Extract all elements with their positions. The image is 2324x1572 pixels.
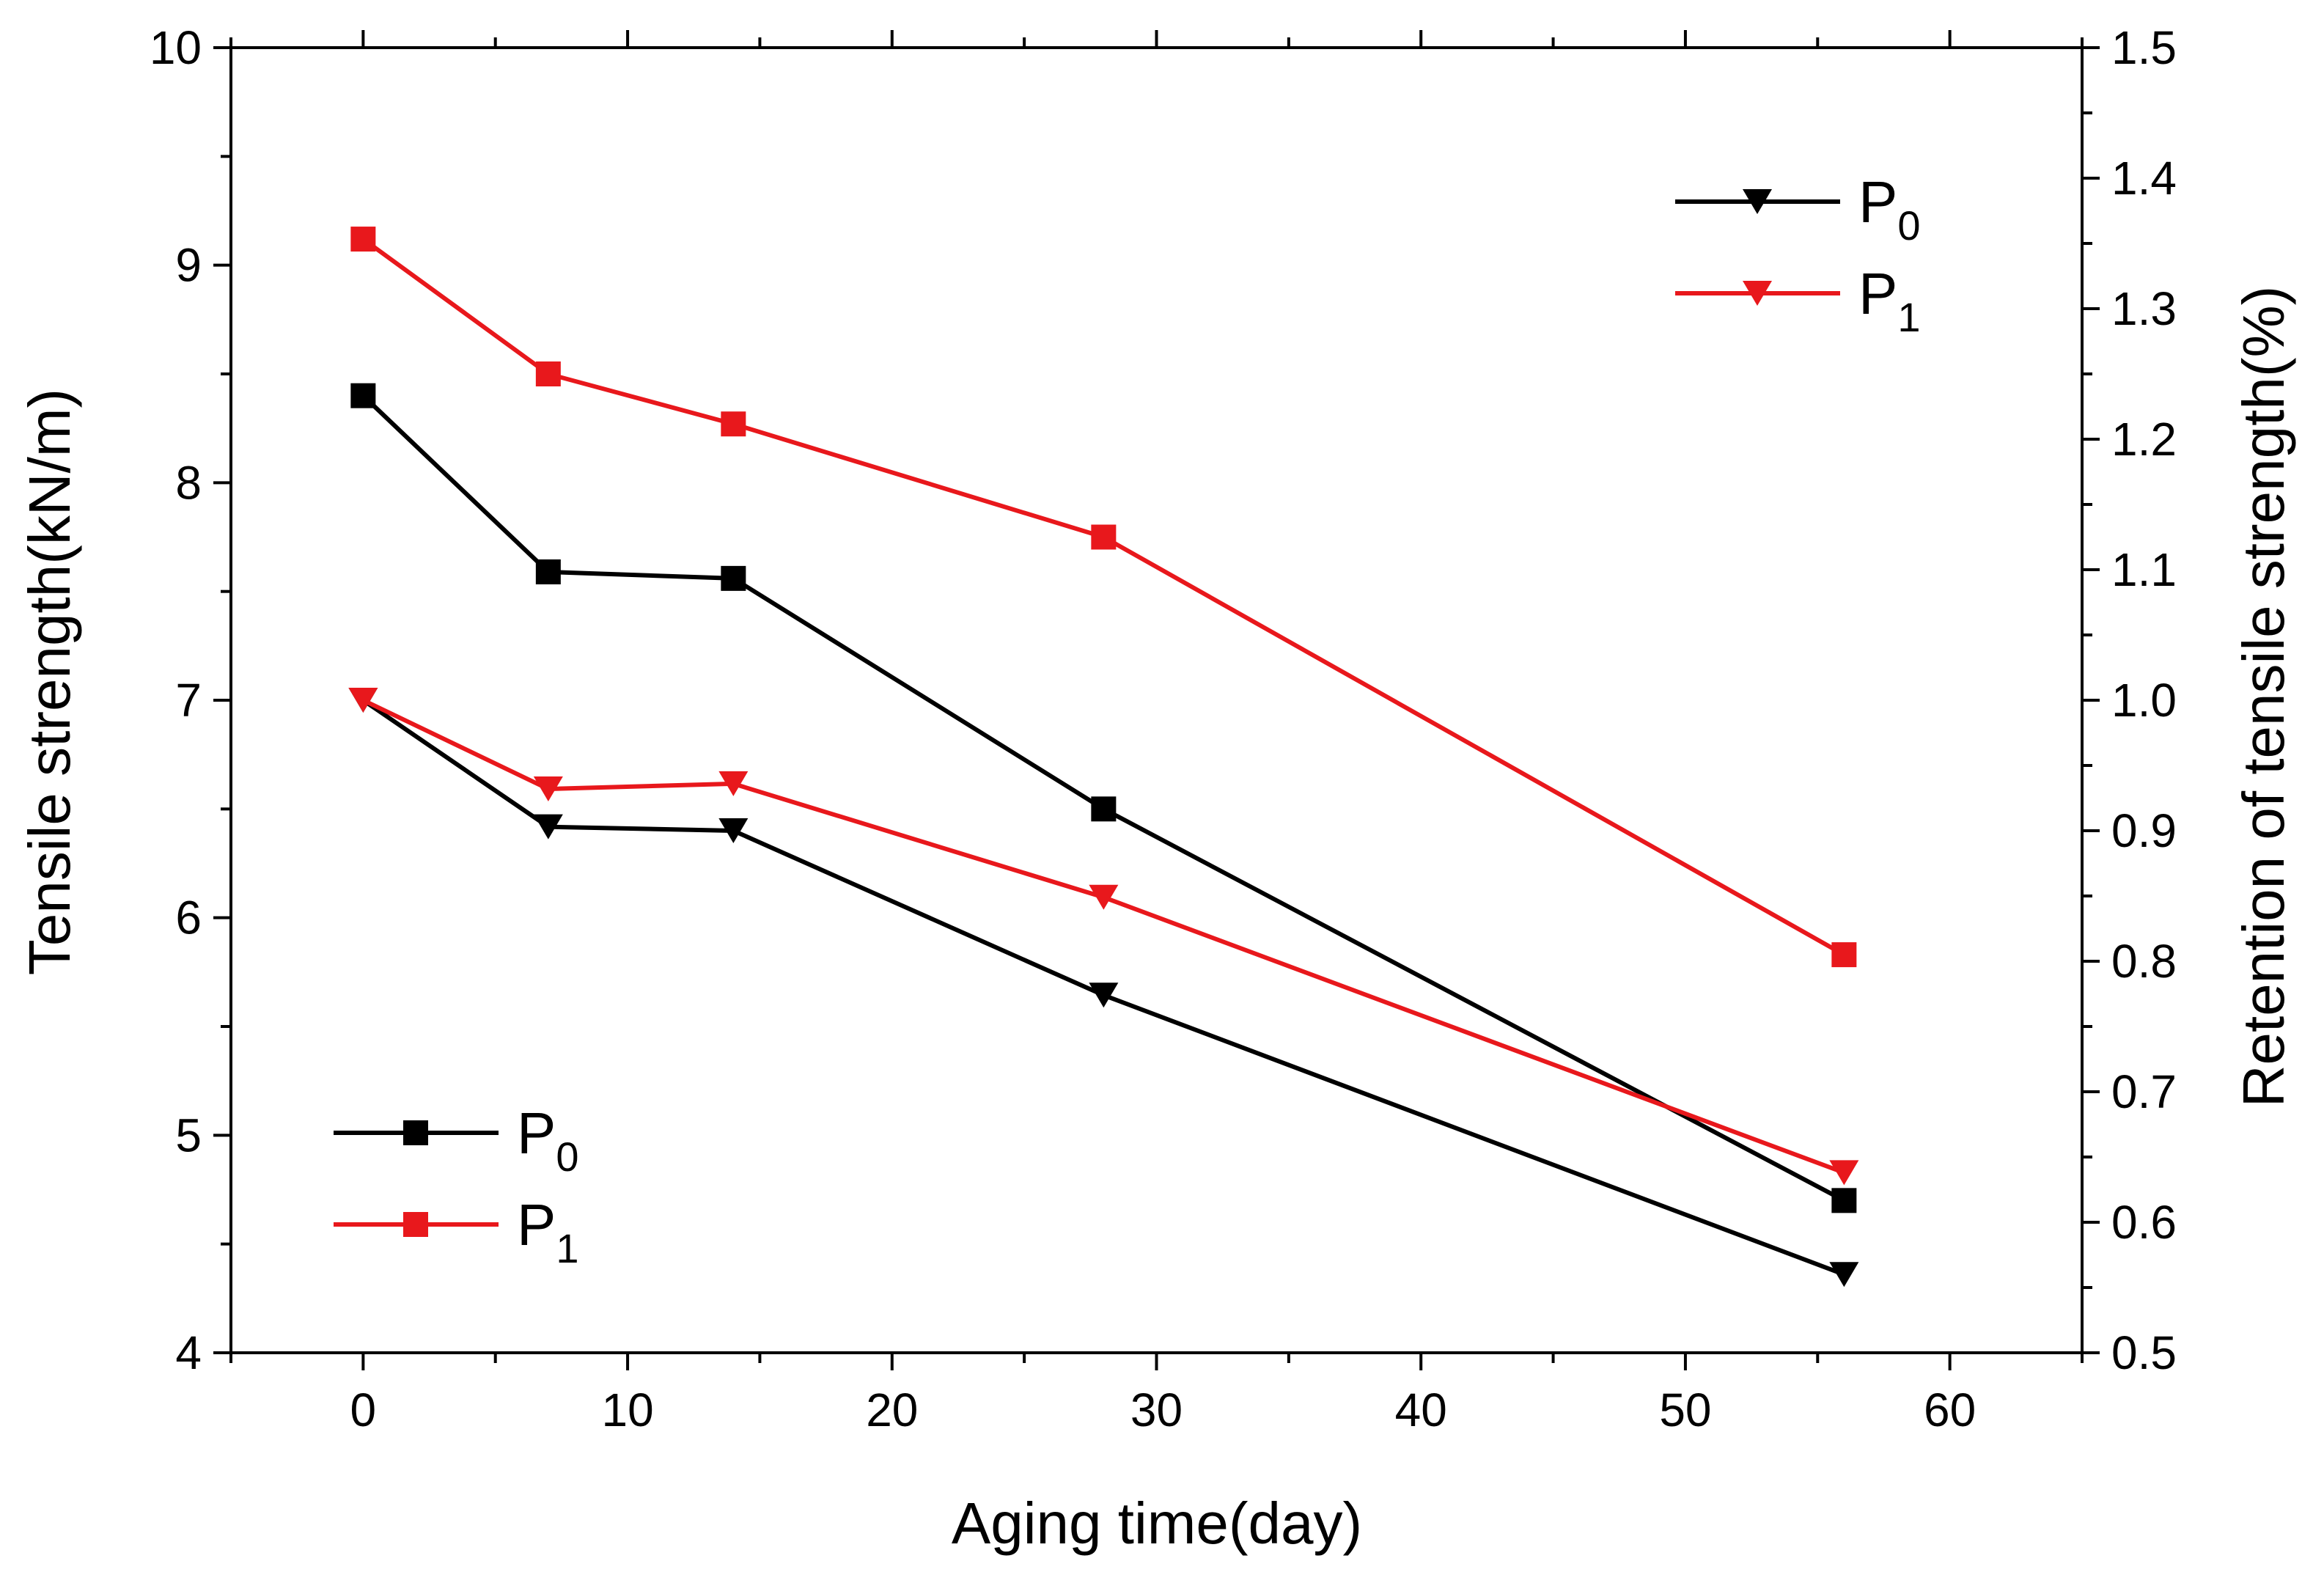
y-right-tick-label: 1.5 [2111,21,2177,74]
legend-marker [403,1212,428,1237]
y-left-tick-label: 10 [150,21,202,74]
y-left-tick-label: 5 [175,1109,202,1161]
data-point [1091,524,1117,550]
legend-label: P0 [1858,169,1921,249]
y-left-tick-label: 7 [175,674,202,727]
y-axis-left-title: Tensile strength(kN/m) [17,389,82,975]
data-point [535,559,561,584]
data-point [350,227,376,252]
y-axis-right-title: Retention of tensile strength(%) [2231,286,2296,1108]
y-left-tick-label: 9 [175,239,202,292]
data-point [1091,796,1117,822]
data-point [718,771,749,796]
legend-marker [1743,281,1772,306]
series-layer [348,227,1859,1288]
y-right-tick-label: 0.5 [2111,1326,2177,1379]
legend-label: P1 [1858,261,1921,340]
y-right-tick-label: 1.0 [2111,674,2177,727]
y-right-tick-label: 0.7 [2111,1065,2177,1118]
legend-item: P0 [334,1101,579,1180]
legend-item: P0 [1675,169,1921,249]
x-tick-label: 30 [1130,1384,1183,1436]
y-right-tick-label: 1.1 [2111,543,2177,596]
x-axis: 0 10 20 30 40 50 60 [229,30,2084,1436]
x-tick-label: 60 [1924,1384,1976,1436]
data-point [1089,982,1119,1008]
legend-marker [1743,189,1772,214]
x-tick-label: 10 [601,1384,653,1436]
y-left-tick-label: 6 [175,892,202,944]
data-point [348,688,378,713]
legend-label: P0 [517,1101,579,1180]
x-tick-label: 40 [1395,1384,1447,1436]
series-P0-left [350,383,1857,1213]
y-left-tick-label: 4 [175,1326,202,1379]
data-point [1089,884,1119,910]
data-point [350,383,376,408]
y-axis-left: 4 5 6 7 8 9 10 [150,21,231,1379]
data-point [718,818,749,843]
data-point [533,776,563,802]
x-tick-label: 0 [350,1384,377,1436]
y-right-tick-label: 0.9 [2111,804,2177,857]
data-point [1831,942,1857,968]
x-tick-label: 50 [1659,1384,1711,1436]
y-right-tick-label: 0.6 [2111,1196,2177,1249]
x-axis-title: Aging time(day) [952,1491,1362,1556]
data-point [1829,1160,1859,1186]
series-line [361,237,1845,957]
legend-item: P1 [334,1192,579,1271]
legend-item: P1 [1675,261,1921,340]
legend-marker [403,1120,428,1145]
data-point [1829,1262,1859,1288]
data-point [533,814,563,840]
data-point [1831,1188,1857,1213]
y-right-tick-label: 1.4 [2111,152,2177,205]
y-right-tick-label: 1.3 [2111,282,2177,335]
y-left-tick-label: 8 [175,456,202,509]
y-right-tick-label: 0.8 [2111,935,2177,988]
series-P0-right [348,688,1859,1288]
x-tick-label: 20 [866,1384,918,1436]
data-point [535,361,561,386]
y-right-tick-label: 1.2 [2111,413,2177,466]
legend-label: P1 [517,1192,579,1271]
data-point [721,411,746,437]
y-axis-right: 0.5 0.6 0.7 0.8 0.9 1.0 1.1 1.2 1.3 1.4 1.5 [2082,21,2177,1379]
data-point [721,565,746,591]
series-P1-right [348,688,1859,1186]
series-line [362,698,1845,1175]
series-P1-left [350,227,1857,968]
